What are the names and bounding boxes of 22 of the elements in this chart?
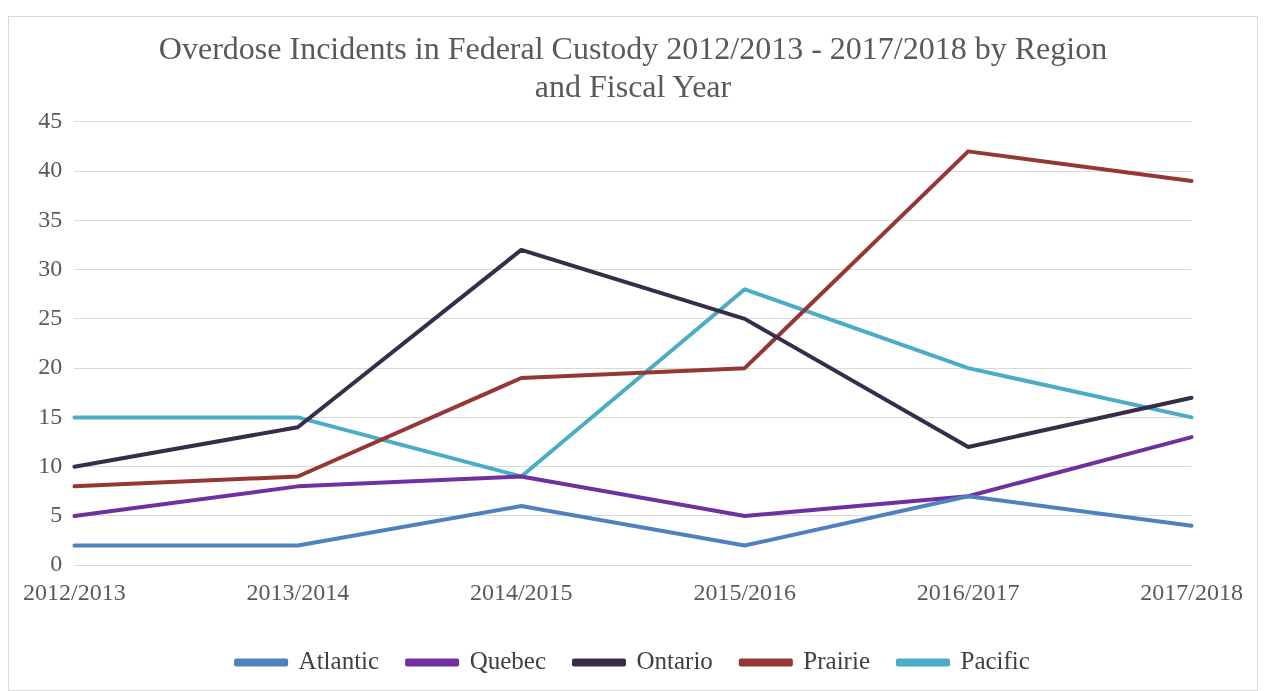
x-tick-label: 2012/2013 — [23, 578, 126, 605]
x-tick-label: 2017/2018 — [1140, 578, 1243, 605]
x-tick-label: 2016/2017 — [916, 578, 1020, 605]
chart-title: Overdose Incidents in Federal Custody 2012/2013 - 2017/2018 by Region and Fiscal Year — [158, 29, 1108, 105]
legend-label: Quebec — [469, 647, 546, 675]
legend-label: Prairie — [803, 647, 870, 675]
y-tick-label: 0 — [50, 550, 63, 577]
y-tick-label: 45 — [38, 107, 63, 134]
x-tick-label: 2014/2015 — [469, 578, 573, 605]
y-tick-label: 15 — [38, 402, 63, 429]
y-tick-label: 5 — [50, 501, 63, 528]
y-tick-label: 20 — [38, 353, 63, 380]
x-tick-label: 2013/2014 — [246, 578, 350, 605]
y-tick-label: 25 — [38, 304, 63, 331]
legend-label: Atlantic — [298, 647, 380, 675]
y-tick-label: 35 — [38, 205, 63, 232]
y-tick-label: 30 — [38, 254, 63, 281]
y-tick-label: 10 — [38, 451, 63, 478]
legend-label: Ontario — [636, 647, 713, 675]
legend-label: Pacific — [960, 647, 1030, 675]
x-tick-label: 2015/2016 — [693, 578, 797, 605]
y-tick-label: 40 — [38, 156, 63, 183]
